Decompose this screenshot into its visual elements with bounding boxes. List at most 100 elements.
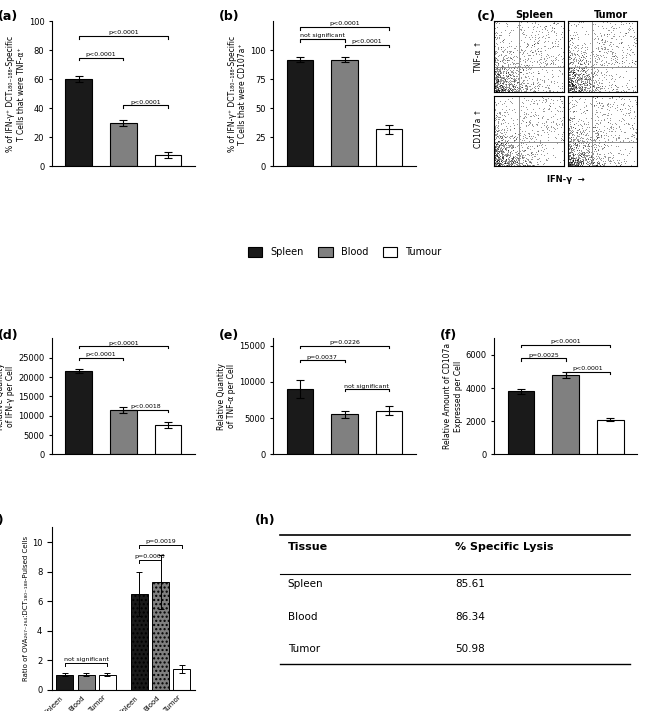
Point — [575, 85, 586, 96]
Point — [582, 79, 592, 90]
Point — [496, 79, 506, 90]
Point — [573, 119, 583, 131]
Point — [493, 135, 504, 146]
Point — [576, 149, 586, 160]
Point — [590, 70, 600, 81]
Point — [504, 53, 515, 64]
Point — [518, 151, 528, 163]
Point — [536, 90, 546, 102]
Point — [556, 57, 567, 68]
Point — [575, 160, 585, 171]
Point — [491, 158, 501, 169]
Point — [491, 16, 502, 27]
Point — [497, 130, 507, 141]
Point — [625, 21, 636, 32]
Point — [491, 125, 502, 137]
Point — [491, 109, 501, 121]
Point — [571, 60, 582, 72]
Point — [570, 82, 580, 93]
Point — [541, 123, 552, 134]
Point — [576, 62, 586, 73]
Point — [507, 16, 517, 27]
Point — [589, 100, 599, 111]
Point — [581, 50, 592, 61]
Point — [574, 144, 584, 156]
Point — [603, 109, 613, 121]
Point — [549, 122, 559, 134]
Point — [619, 61, 629, 73]
Point — [596, 58, 606, 70]
Point — [563, 85, 573, 97]
Point — [566, 65, 577, 76]
Point — [564, 80, 575, 91]
Point — [612, 100, 623, 111]
Point — [629, 106, 640, 117]
Point — [493, 77, 504, 88]
Point — [606, 55, 616, 66]
Point — [592, 81, 602, 92]
Point — [564, 153, 574, 164]
Point — [537, 31, 547, 42]
Point — [564, 127, 575, 139]
Point — [514, 46, 525, 58]
Point — [578, 141, 588, 153]
Point — [494, 112, 504, 123]
Point — [567, 75, 578, 87]
Point — [563, 16, 573, 27]
Point — [556, 121, 566, 132]
Point — [595, 82, 606, 94]
Point — [564, 76, 575, 87]
Point — [594, 149, 604, 160]
Point — [490, 109, 501, 120]
Text: IFN-γ  →: IFN-γ → — [547, 175, 584, 184]
Point — [569, 16, 580, 27]
Point — [506, 84, 516, 95]
Point — [567, 73, 577, 84]
Point — [575, 138, 585, 149]
Point — [588, 58, 599, 70]
Point — [574, 70, 584, 81]
Point — [632, 62, 642, 73]
Point — [569, 152, 579, 164]
Point — [495, 160, 505, 171]
Point — [493, 116, 503, 127]
Point — [580, 155, 590, 166]
Point — [624, 58, 634, 69]
Point — [580, 113, 591, 124]
Point — [571, 159, 581, 170]
Point — [506, 46, 516, 57]
Point — [563, 124, 573, 136]
Point — [594, 82, 604, 93]
Point — [495, 68, 506, 79]
Point — [567, 153, 577, 164]
Point — [576, 59, 586, 70]
Point — [497, 84, 507, 95]
Point — [566, 159, 577, 171]
Point — [502, 153, 513, 164]
Point — [493, 135, 503, 146]
Point — [499, 90, 509, 102]
Point — [563, 77, 573, 89]
Point — [597, 77, 607, 89]
Point — [565, 58, 575, 69]
Point — [624, 24, 634, 36]
Point — [491, 85, 502, 97]
Point — [490, 80, 501, 92]
Point — [593, 81, 603, 92]
Point — [536, 90, 547, 102]
Point — [513, 72, 523, 83]
Point — [606, 92, 617, 104]
Point — [491, 151, 502, 162]
Point — [493, 90, 503, 102]
Point — [506, 63, 516, 74]
Point — [584, 49, 595, 60]
Point — [523, 70, 534, 82]
Point — [490, 16, 501, 27]
Point — [528, 77, 538, 89]
Point — [516, 79, 526, 90]
Point — [577, 127, 587, 138]
Point — [507, 75, 517, 87]
Point — [573, 82, 583, 93]
Point — [491, 33, 501, 44]
Point — [511, 41, 521, 52]
